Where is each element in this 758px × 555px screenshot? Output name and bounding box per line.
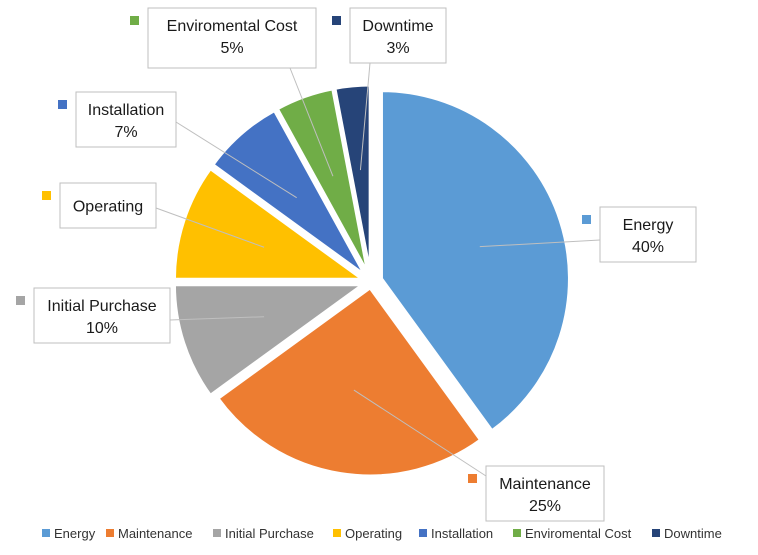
leader-line-installation <box>175 121 297 199</box>
callout-marker <box>42 191 51 200</box>
callout-installation: Installation 7% <box>58 91 177 148</box>
data-callouts: Energy 40% Maintenance 25% Initial Purchase 1… <box>16 7 697 522</box>
leader-line-enviromental-cost <box>289 67 334 177</box>
legend-swatch <box>652 529 660 537</box>
callout-label: Initial Purchase <box>47 298 156 315</box>
callout-maintenance: Maintenance 25% <box>468 465 605 522</box>
callout-value: 5% <box>220 40 243 57</box>
callout-enviromental-cost: Enviromental Cost 5% <box>130 7 317 69</box>
callout-marker <box>582 215 591 224</box>
leader-lines <box>155 62 601 477</box>
callout-box <box>147 7 317 69</box>
callout-operating: Operating <box>42 182 157 229</box>
leader-line-downtime <box>359 62 371 171</box>
callout-label: Downtime <box>362 18 433 35</box>
legend-item-operating: Operating <box>333 526 402 541</box>
callout-label: Operating <box>73 199 143 216</box>
callout-label: Energy <box>623 217 674 234</box>
legend-item-downtime: Downtime <box>652 526 722 541</box>
callout-box <box>33 287 171 344</box>
legend-swatch <box>419 529 427 537</box>
legend-label: Installation <box>431 526 493 541</box>
callout-value: 10% <box>86 320 118 337</box>
legend: Energy Maintenance Initial Purchase Operati… <box>42 526 722 541</box>
pie-slice-downtime <box>333 83 372 274</box>
legend-label: Initial Purchase <box>225 526 314 541</box>
callout-label: Enviromental Cost <box>167 18 298 35</box>
callout-value: 3% <box>386 40 409 57</box>
leader-line-energy <box>479 239 601 248</box>
pie-slices <box>172 83 571 478</box>
callout-value: 40% <box>632 239 664 256</box>
legend-item-enviromental-cost: Enviromental Cost <box>513 526 632 541</box>
callout-label: Installation <box>88 102 165 119</box>
legend-swatch <box>333 529 341 537</box>
callout-marker <box>468 474 477 483</box>
legend-swatch <box>213 529 221 537</box>
callout-marker <box>16 296 25 305</box>
callout-value: 7% <box>114 124 137 141</box>
pie-slice-initial-purchase <box>172 283 368 398</box>
legend-label: Enviromental Cost <box>525 526 632 541</box>
callout-marker <box>332 16 341 25</box>
callout-value: 25% <box>529 498 561 515</box>
legend-item-maintenance: Maintenance <box>106 526 192 541</box>
callout-box <box>599 206 697 263</box>
callout-downtime: Downtime 3% <box>332 7 447 64</box>
legend-item-installation: Installation <box>419 526 493 541</box>
pie-slice-energy <box>379 89 571 433</box>
callout-box <box>485 465 605 522</box>
callout-box <box>59 182 157 229</box>
legend-item-energy: Energy <box>42 526 96 541</box>
pie-slice-maintenance <box>215 285 483 478</box>
leader-line-operating <box>155 207 265 248</box>
callout-box <box>75 91 177 148</box>
legend-swatch <box>513 529 521 537</box>
leader-line-initial-purchase <box>169 316 265 321</box>
pie-slice-enviromental-cost <box>275 87 370 275</box>
pie-slice-operating <box>172 166 368 281</box>
legend-label: Operating <box>345 526 402 541</box>
legend-label: Energy <box>54 526 96 541</box>
legend-label: Maintenance <box>118 526 192 541</box>
callout-energy: Energy 40% <box>582 206 697 263</box>
callout-marker <box>130 16 139 25</box>
legend-swatch <box>42 529 50 537</box>
callout-label: Maintenance <box>499 476 591 493</box>
legend-label: Downtime <box>664 526 722 541</box>
leader-line-maintenance <box>353 389 487 477</box>
callout-marker <box>58 100 67 109</box>
legend-swatch <box>106 529 114 537</box>
callout-initial-purchase: Initial Purchase 10% <box>16 287 171 344</box>
callout-box <box>349 7 447 64</box>
legend-item-initial-purchase: Initial Purchase <box>213 526 314 541</box>
